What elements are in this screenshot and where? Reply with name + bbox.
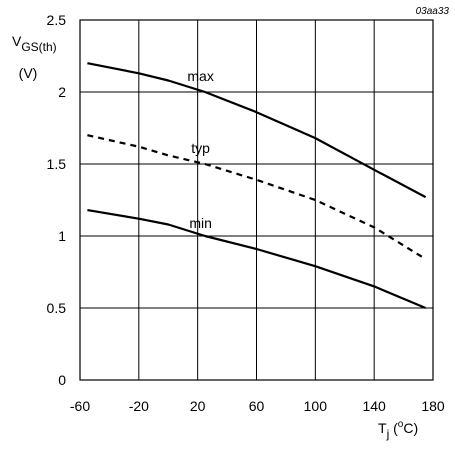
x-tick-label: 140 xyxy=(362,398,386,414)
x-tick-label: -20 xyxy=(129,398,149,414)
x-tick-label: -60 xyxy=(70,398,90,414)
series-line-typ xyxy=(87,134,427,260)
y-tick-label: 2 xyxy=(58,84,66,100)
series-label-max: max xyxy=(187,68,213,84)
y-axis-label: VGS(th) xyxy=(12,33,57,54)
series-line-min xyxy=(87,209,427,310)
x-tick-label: 20 xyxy=(190,398,206,414)
y-tick-label: 2.5 xyxy=(47,12,67,28)
y-tick-label: 1.5 xyxy=(47,156,67,172)
tick-labels: -60 -20 20 60 100 140 180 0 0.5 1 1.5 2 2.5 xyxy=(47,12,445,414)
x-tick-label: 60 xyxy=(249,398,265,414)
y-tick-label: 0 xyxy=(58,372,66,388)
plot-frame xyxy=(79,19,434,381)
y-tick-label: 0.5 xyxy=(47,300,67,316)
grid xyxy=(79,19,434,381)
x-axis-label: Tj (oC) xyxy=(378,419,418,441)
series-group xyxy=(87,62,427,310)
series-label-min: min xyxy=(189,215,212,231)
y-tick-label: 1 xyxy=(58,228,66,244)
y-axis-unit: (V) xyxy=(19,65,38,81)
x-tick-label: 100 xyxy=(304,398,328,414)
series-labels: max typ min xyxy=(187,68,213,231)
figure-code: 03aa33 xyxy=(416,6,450,17)
series-label-typ: typ xyxy=(191,140,210,156)
x-tick-label: 180 xyxy=(421,398,445,414)
series-line-max xyxy=(87,62,427,199)
